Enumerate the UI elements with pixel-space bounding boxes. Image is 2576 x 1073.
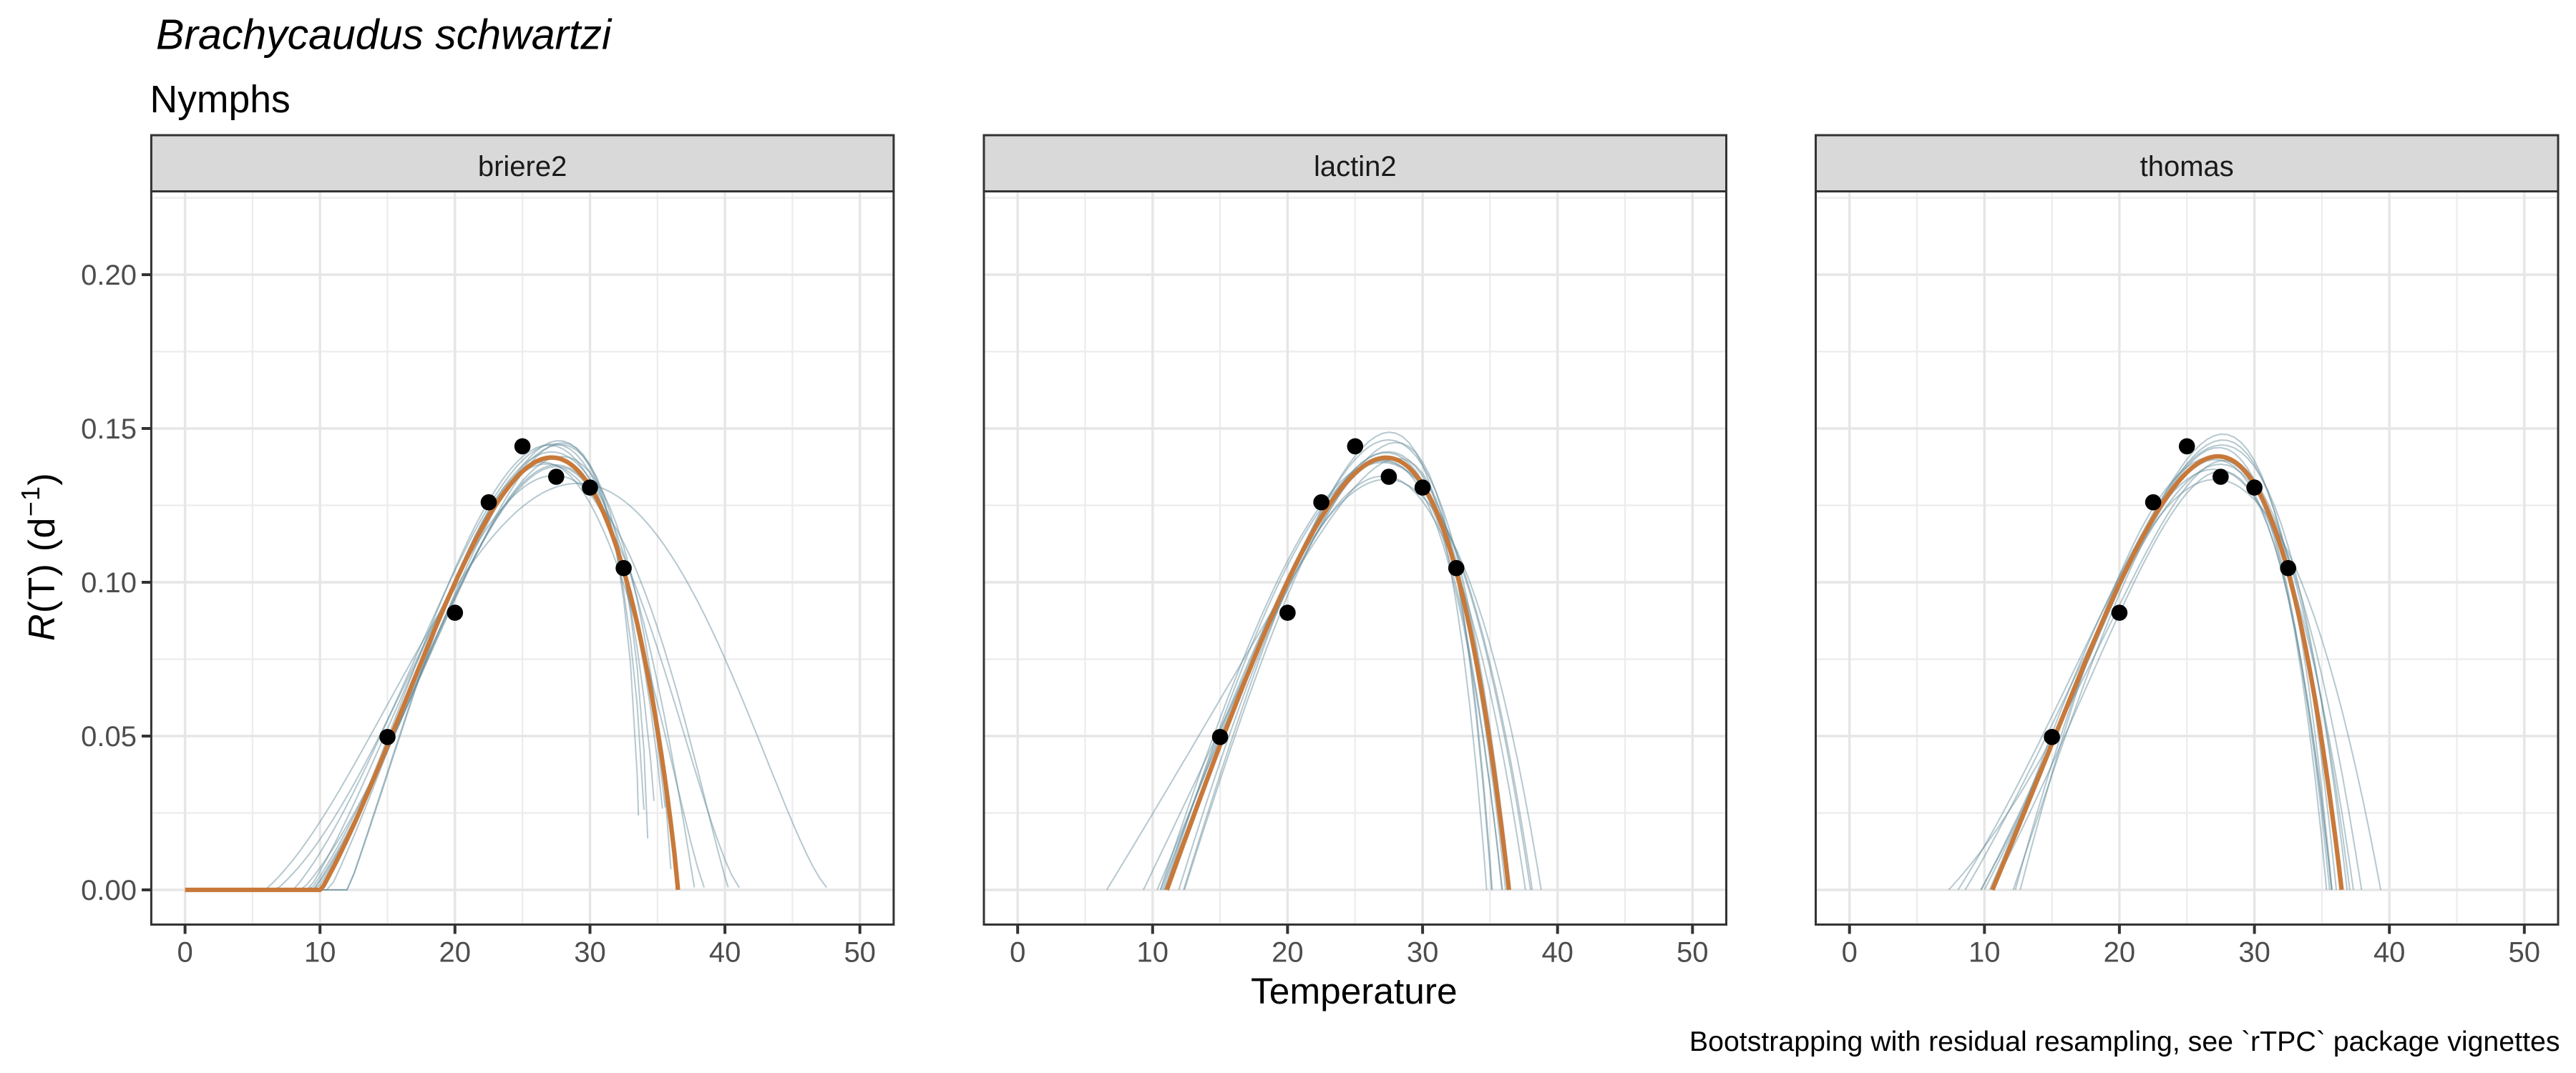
- svg-text:20: 20: [2104, 937, 2136, 969]
- svg-text:R(T) (d−1): R(T) (d−1): [16, 472, 63, 641]
- svg-text:0: 0: [1010, 937, 1025, 969]
- svg-text:40: 40: [1541, 937, 1574, 969]
- svg-text:0.10: 0.10: [81, 567, 137, 599]
- svg-text:10: 10: [304, 937, 336, 969]
- svg-text:Temperature: Temperature: [1251, 970, 1458, 1011]
- svg-text:0.20: 0.20: [81, 260, 137, 291]
- svg-text:40: 40: [2373, 937, 2406, 969]
- svg-text:50: 50: [844, 937, 876, 969]
- svg-text:20: 20: [439, 937, 472, 969]
- svg-text:0.00: 0.00: [81, 875, 137, 906]
- svg-text:20: 20: [1272, 937, 1304, 969]
- svg-text:30: 30: [574, 937, 606, 969]
- svg-text:briere2: briere2: [478, 151, 567, 182]
- svg-text:50: 50: [2509, 937, 2541, 969]
- svg-text:50: 50: [1677, 937, 1709, 969]
- svg-text:Nymphs: Nymphs: [150, 79, 291, 121]
- svg-text:40: 40: [709, 937, 741, 969]
- svg-text:thomas: thomas: [2140, 151, 2234, 182]
- svg-text:0: 0: [1842, 937, 1858, 969]
- svg-text:0.05: 0.05: [81, 721, 137, 753]
- svg-text:0: 0: [177, 937, 192, 969]
- svg-text:30: 30: [1407, 937, 1439, 969]
- svg-text:10: 10: [1137, 937, 1169, 969]
- svg-text:30: 30: [2238, 937, 2270, 969]
- svg-text:10: 10: [1968, 937, 2001, 969]
- svg-text:lactin2: lactin2: [1314, 151, 1397, 182]
- svg-text:0.15: 0.15: [81, 413, 137, 445]
- svg-text:Brachycaudus schwartzi: Brachycaudus schwartzi: [156, 11, 613, 59]
- svg-text:Bootstrapping with residual re: Bootstrapping with residual resampling, …: [1689, 1026, 2560, 1057]
